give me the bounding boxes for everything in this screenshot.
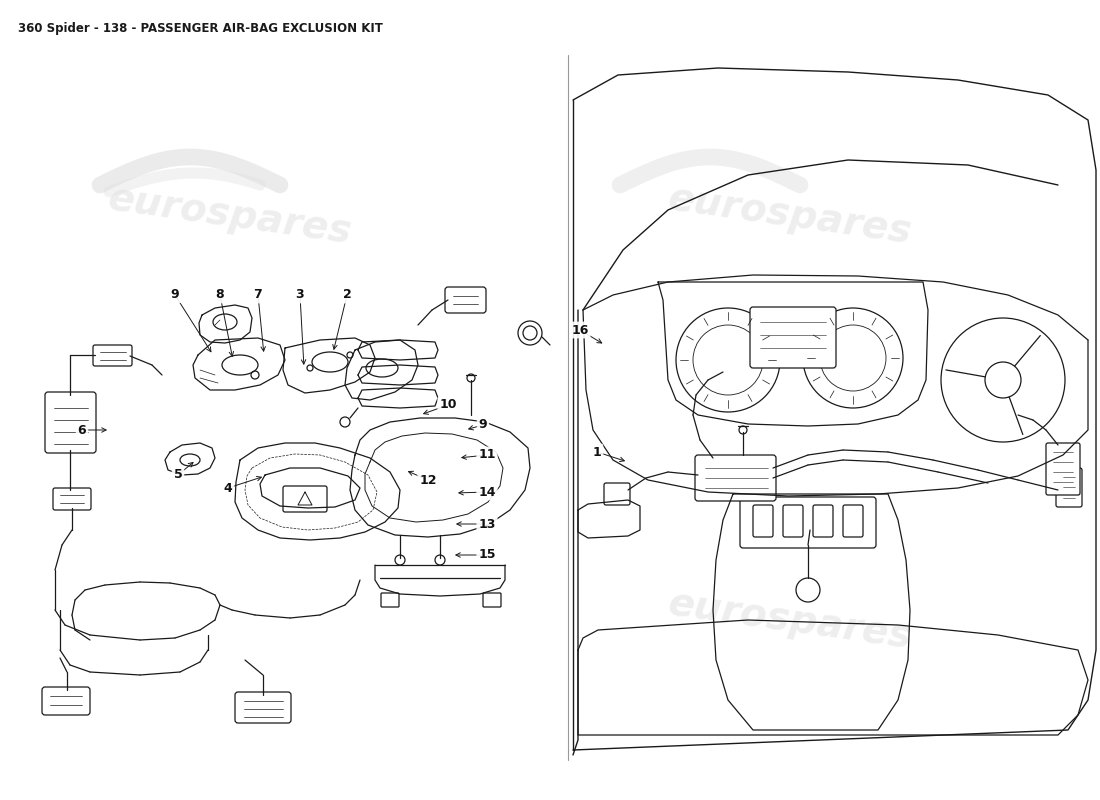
- FancyBboxPatch shape: [446, 287, 486, 313]
- FancyBboxPatch shape: [1046, 443, 1080, 495]
- FancyBboxPatch shape: [42, 687, 90, 715]
- FancyBboxPatch shape: [754, 505, 773, 537]
- Text: 6: 6: [78, 423, 86, 437]
- FancyBboxPatch shape: [740, 497, 876, 548]
- Text: 13: 13: [478, 518, 496, 530]
- FancyBboxPatch shape: [813, 505, 833, 537]
- FancyBboxPatch shape: [1056, 468, 1082, 507]
- Text: 1: 1: [593, 446, 602, 458]
- Text: eurospares: eurospares: [666, 179, 914, 251]
- FancyBboxPatch shape: [783, 505, 803, 537]
- Text: 9: 9: [478, 418, 487, 431]
- FancyBboxPatch shape: [45, 392, 96, 453]
- Text: 15: 15: [478, 549, 496, 562]
- Text: 9: 9: [170, 289, 179, 302]
- Text: 2: 2: [342, 289, 351, 302]
- Text: 360 Spider - 138 - PASSENGER AIR-BAG EXCLUSION KIT: 360 Spider - 138 - PASSENGER AIR-BAG EXC…: [18, 22, 383, 35]
- FancyBboxPatch shape: [381, 593, 399, 607]
- FancyBboxPatch shape: [843, 505, 864, 537]
- FancyBboxPatch shape: [94, 345, 132, 366]
- Text: 8: 8: [216, 289, 224, 302]
- FancyBboxPatch shape: [53, 488, 91, 510]
- Text: 3: 3: [296, 289, 305, 302]
- Text: eurospares: eurospares: [666, 584, 914, 656]
- FancyBboxPatch shape: [604, 483, 630, 505]
- FancyBboxPatch shape: [235, 692, 292, 723]
- Text: 4: 4: [223, 482, 232, 494]
- Text: 7: 7: [254, 289, 263, 302]
- Text: eurospares: eurospares: [106, 179, 354, 251]
- Text: 14: 14: [478, 486, 496, 498]
- Text: 12: 12: [419, 474, 437, 486]
- Text: 11: 11: [478, 449, 496, 462]
- FancyBboxPatch shape: [483, 593, 500, 607]
- Text: 16: 16: [571, 323, 588, 337]
- Text: 10: 10: [439, 398, 456, 411]
- FancyBboxPatch shape: [695, 455, 776, 501]
- Text: 5: 5: [174, 469, 183, 482]
- FancyBboxPatch shape: [283, 486, 327, 512]
- FancyBboxPatch shape: [750, 307, 836, 368]
